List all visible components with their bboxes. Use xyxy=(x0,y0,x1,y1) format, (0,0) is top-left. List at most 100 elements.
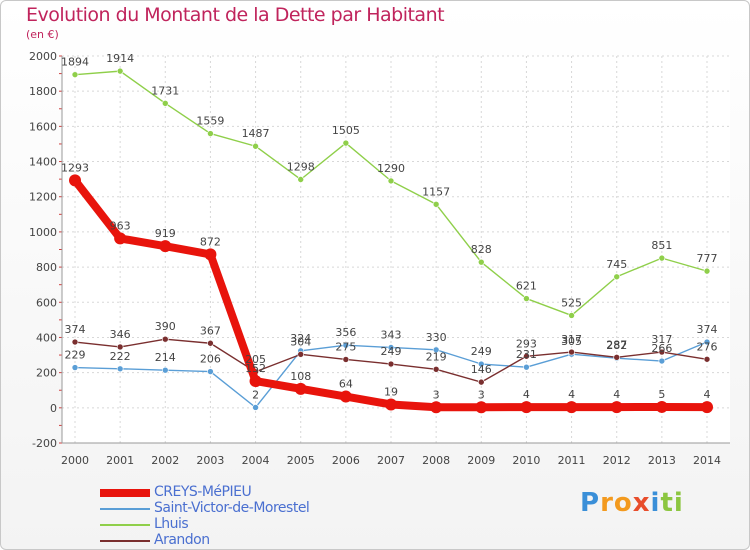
x-tick-label: 2007 xyxy=(377,454,405,467)
data-label: 229 xyxy=(65,349,86,362)
data-point xyxy=(116,365,124,373)
data-label: 266 xyxy=(651,342,672,355)
data-label: 851 xyxy=(651,239,672,252)
data-point xyxy=(520,401,533,414)
data-label: 317 xyxy=(651,333,672,346)
data-label: 3 xyxy=(478,388,485,401)
data-point xyxy=(204,248,217,261)
y-tick-label: 0 xyxy=(50,402,57,415)
data-point xyxy=(432,365,440,373)
data-point xyxy=(387,344,395,351)
data-label: 828 xyxy=(471,243,492,256)
data-label: 146 xyxy=(471,363,492,376)
data-point xyxy=(385,398,397,411)
data-point xyxy=(658,348,666,356)
data-label: 346 xyxy=(110,328,131,341)
x-tick-label: 2003 xyxy=(196,454,224,467)
data-point xyxy=(159,240,172,253)
x-tick-label: 2002 xyxy=(151,454,179,467)
data-point xyxy=(475,401,488,414)
legend-label: CREYS-MéPIEU xyxy=(154,484,252,500)
data-label: 4 xyxy=(568,388,575,401)
data-point xyxy=(477,360,485,368)
data-label: 330 xyxy=(426,331,447,344)
data-label: 343 xyxy=(381,328,402,341)
data-point xyxy=(701,401,713,414)
data-label: 1487 xyxy=(242,127,270,140)
x-tick-label: 2014 xyxy=(693,454,721,467)
data-point xyxy=(342,356,350,363)
x-tick-label: 2013 xyxy=(648,454,676,467)
data-point xyxy=(523,352,530,360)
legend-swatch xyxy=(100,540,150,542)
chart-title: Evolution du Montant de la Dette par Hab… xyxy=(26,4,445,26)
data-point xyxy=(69,174,81,187)
data-label: 287 xyxy=(606,338,627,351)
data-point xyxy=(294,382,307,395)
data-point xyxy=(342,139,350,147)
data-point xyxy=(297,176,305,183)
x-tick-label: 2011 xyxy=(558,454,586,467)
y-tick-label: 800 xyxy=(36,261,57,274)
data-label: 3 xyxy=(433,388,440,401)
data-label: 5 xyxy=(658,388,665,401)
y-tick-label: 1200 xyxy=(29,191,57,204)
data-label: 19 xyxy=(384,385,398,398)
x-tick-label: 2008 xyxy=(422,454,450,467)
logo-letter: i xyxy=(650,488,661,518)
y-tick-label: 1400 xyxy=(29,156,57,169)
data-label: 4 xyxy=(704,388,711,401)
data-point xyxy=(655,400,668,413)
data-point xyxy=(249,375,262,388)
data-label: 4 xyxy=(523,388,530,401)
data-point xyxy=(568,312,575,319)
data-label: 108 xyxy=(290,370,311,383)
proxiti-logo: Proxiti xyxy=(580,488,684,518)
data-label: 1290 xyxy=(377,162,405,175)
y-tick-label: 1800 xyxy=(29,85,57,98)
data-point xyxy=(477,258,485,266)
x-tick-label: 2005 xyxy=(287,454,315,467)
data-label: 231 xyxy=(516,348,537,361)
data-label: 374 xyxy=(697,323,718,336)
data-point xyxy=(387,360,395,368)
data-label: 1731 xyxy=(151,84,179,97)
data-point xyxy=(703,267,711,275)
y-tick-label: 1600 xyxy=(29,120,57,133)
data-point xyxy=(703,355,711,363)
data-label: 1914 xyxy=(106,52,134,65)
data-point xyxy=(565,401,578,414)
data-label: 293 xyxy=(516,337,537,350)
data-label: 1894 xyxy=(61,56,89,69)
data-label: 356 xyxy=(335,326,356,339)
data-point xyxy=(432,200,440,208)
chart-unit: (en €) xyxy=(26,28,59,41)
x-tick-label: 2009 xyxy=(467,454,495,467)
data-point xyxy=(252,404,259,411)
data-label: 1293 xyxy=(61,161,89,174)
data-label: 777 xyxy=(697,252,718,265)
data-point xyxy=(71,364,79,371)
data-point xyxy=(342,341,350,349)
data-label: 1505 xyxy=(332,124,360,137)
logo-letter: t xyxy=(660,488,674,518)
data-label: 152 xyxy=(245,362,266,375)
data-label: 367 xyxy=(200,324,221,337)
data-point xyxy=(568,348,575,356)
legend-label: Arandon xyxy=(154,532,210,548)
data-label: 872 xyxy=(200,235,221,248)
logo-letter: i xyxy=(673,488,684,518)
logo-letter: P xyxy=(580,488,601,518)
data-label: 64 xyxy=(339,378,353,391)
data-label: 1298 xyxy=(287,160,315,173)
data-point xyxy=(71,71,79,78)
data-point xyxy=(161,100,169,107)
data-point xyxy=(207,130,214,137)
legend-swatch xyxy=(100,524,150,526)
legend-swatch xyxy=(100,489,150,497)
data-point xyxy=(523,295,530,302)
data-point xyxy=(207,368,214,375)
data-point xyxy=(432,346,440,354)
data-label: 304 xyxy=(290,335,311,348)
y-tick-label: 2000 xyxy=(29,50,57,63)
